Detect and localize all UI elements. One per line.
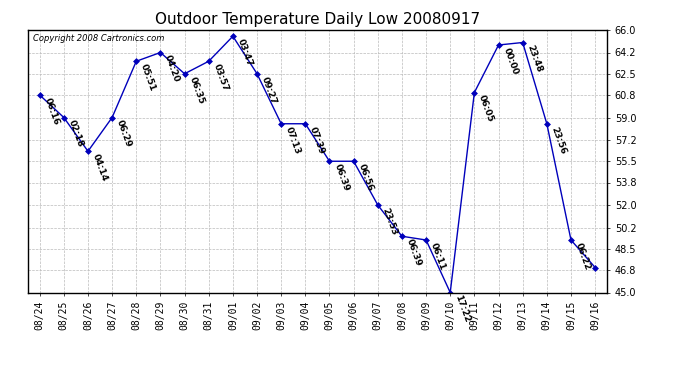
Text: Copyright 2008 Cartronics.com: Copyright 2008 Cartronics.com bbox=[33, 34, 165, 43]
Text: 06:05: 06:05 bbox=[477, 94, 495, 124]
Text: 06:11: 06:11 bbox=[429, 242, 447, 271]
Text: 17:22: 17:22 bbox=[453, 294, 471, 324]
Text: 07:13: 07:13 bbox=[284, 125, 302, 155]
Text: 04:20: 04:20 bbox=[164, 54, 181, 84]
Text: 06:35: 06:35 bbox=[188, 75, 206, 105]
Text: 09:27: 09:27 bbox=[260, 75, 278, 105]
Text: 02:18: 02:18 bbox=[67, 119, 85, 149]
Text: 06:39: 06:39 bbox=[405, 238, 423, 268]
Text: 23:56: 23:56 bbox=[550, 125, 568, 155]
Text: 06:56: 06:56 bbox=[357, 163, 375, 192]
Text: 03:47: 03:47 bbox=[236, 38, 254, 68]
Text: 03:57: 03:57 bbox=[212, 63, 230, 93]
Text: 23:48: 23:48 bbox=[526, 44, 544, 74]
Text: 06:29: 06:29 bbox=[115, 119, 133, 149]
Text: 05:51: 05:51 bbox=[139, 63, 157, 93]
Text: 06:39: 06:39 bbox=[333, 163, 351, 193]
Text: 23:53: 23:53 bbox=[381, 206, 399, 236]
Text: 06:16: 06:16 bbox=[43, 96, 61, 126]
Title: Outdoor Temperature Daily Low 20080917: Outdoor Temperature Daily Low 20080917 bbox=[155, 12, 480, 27]
Text: 04:14: 04:14 bbox=[91, 153, 109, 183]
Text: 06:22: 06:22 bbox=[574, 242, 592, 271]
Text: 00:00: 00:00 bbox=[502, 46, 520, 76]
Text: 07:39: 07:39 bbox=[308, 125, 326, 155]
